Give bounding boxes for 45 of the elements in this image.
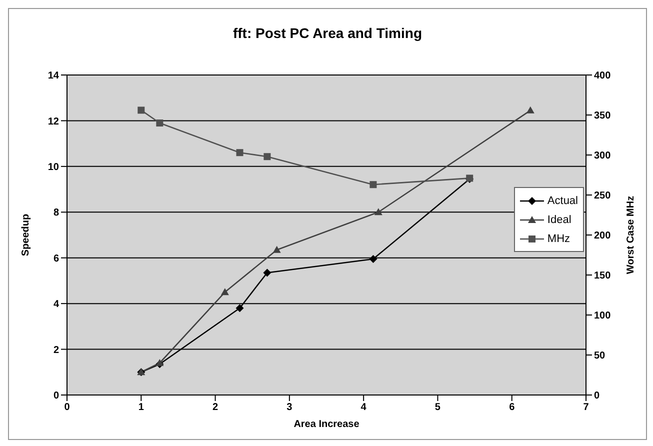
point bbox=[220, 288, 229, 296]
point bbox=[156, 359, 164, 366]
point bbox=[156, 120, 164, 126]
point bbox=[263, 268, 272, 277]
point bbox=[374, 208, 382, 216]
x-tick-label: 2 bbox=[212, 402, 219, 414]
y-tick-label: 4 bbox=[53, 299, 60, 310]
point bbox=[369, 255, 378, 263]
point bbox=[370, 181, 377, 188]
legend-label: MHz bbox=[547, 232, 570, 244]
y2-tick-label: 150 bbox=[594, 270, 612, 282]
y2-tick-label: 300 bbox=[594, 150, 612, 162]
point bbox=[526, 106, 534, 114]
x-tick-label: 3 bbox=[286, 402, 293, 414]
chart-title: fft: Post PC Area and Timing bbox=[232, 25, 423, 41]
y-tick-label: 8 bbox=[53, 208, 60, 219]
y-tick-label: 2 bbox=[53, 344, 60, 356]
y2-tick-label: 0 bbox=[594, 390, 600, 402]
y2-tick-label: 250 bbox=[594, 190, 612, 202]
point bbox=[272, 246, 281, 253]
y2-tick-label: 50 bbox=[594, 350, 606, 362]
x-axis-title: Area Increase bbox=[294, 419, 360, 430]
x-tick-label: 6 bbox=[509, 402, 516, 414]
point bbox=[236, 304, 244, 312]
y-tick-label: 10 bbox=[48, 162, 60, 173]
legend-label: Ideal bbox=[547, 214, 572, 226]
y-tick-label: 6 bbox=[53, 253, 60, 264]
y-tick-label: 0 bbox=[53, 390, 60, 402]
x-tick-label: 7 bbox=[583, 402, 590, 414]
point bbox=[264, 153, 271, 160]
y2-tick-label: 200 bbox=[594, 230, 612, 242]
x-tick-label: 5 bbox=[434, 402, 441, 414]
x-tick-label: 0 bbox=[64, 402, 70, 414]
y2-axis-title: Worst Case MHz bbox=[626, 196, 637, 274]
y2-tick-label: 400 bbox=[594, 70, 612, 82]
y-tick-label: 12 bbox=[48, 116, 60, 128]
point bbox=[138, 106, 145, 114]
y-tick-label: 14 bbox=[48, 70, 60, 82]
y2-tick-label: 100 bbox=[594, 310, 612, 322]
point bbox=[236, 149, 244, 156]
y-axis-title: Speedup bbox=[20, 214, 32, 256]
x-tick-label: 1 bbox=[138, 402, 144, 414]
y2-tick-label: 350 bbox=[594, 110, 612, 122]
legend-label: Actual bbox=[547, 194, 578, 206]
x-tick-label: 4 bbox=[360, 402, 367, 414]
